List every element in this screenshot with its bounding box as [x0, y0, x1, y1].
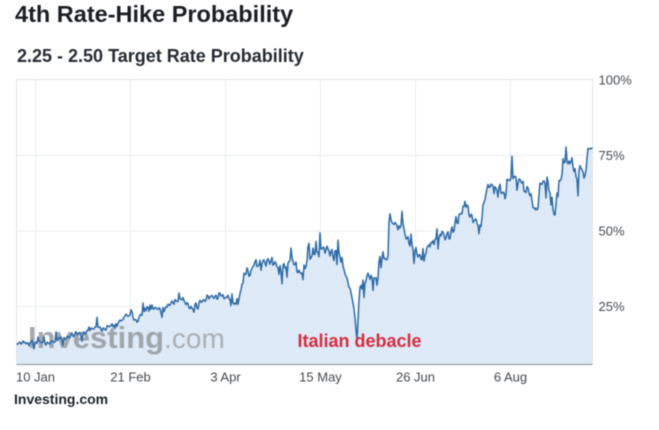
svg-text:100%: 100%	[599, 73, 633, 88]
svg-text:26 Jun: 26 Jun	[396, 370, 435, 385]
svg-text:Italian debacle: Italian debacle	[298, 331, 422, 351]
svg-text:15 May: 15 May	[299, 370, 342, 385]
svg-text:25%: 25%	[599, 299, 625, 314]
svg-text:10 Jan: 10 Jan	[16, 370, 55, 385]
svg-text:Investing.com: Investing.com	[28, 320, 225, 355]
svg-text:75%: 75%	[599, 148, 625, 163]
svg-text:3 Apr: 3 Apr	[210, 370, 241, 385]
svg-text:21 Feb: 21 Feb	[110, 370, 150, 385]
svg-text:6 Aug: 6 Aug	[494, 370, 527, 385]
svg-text:50%: 50%	[599, 224, 625, 239]
